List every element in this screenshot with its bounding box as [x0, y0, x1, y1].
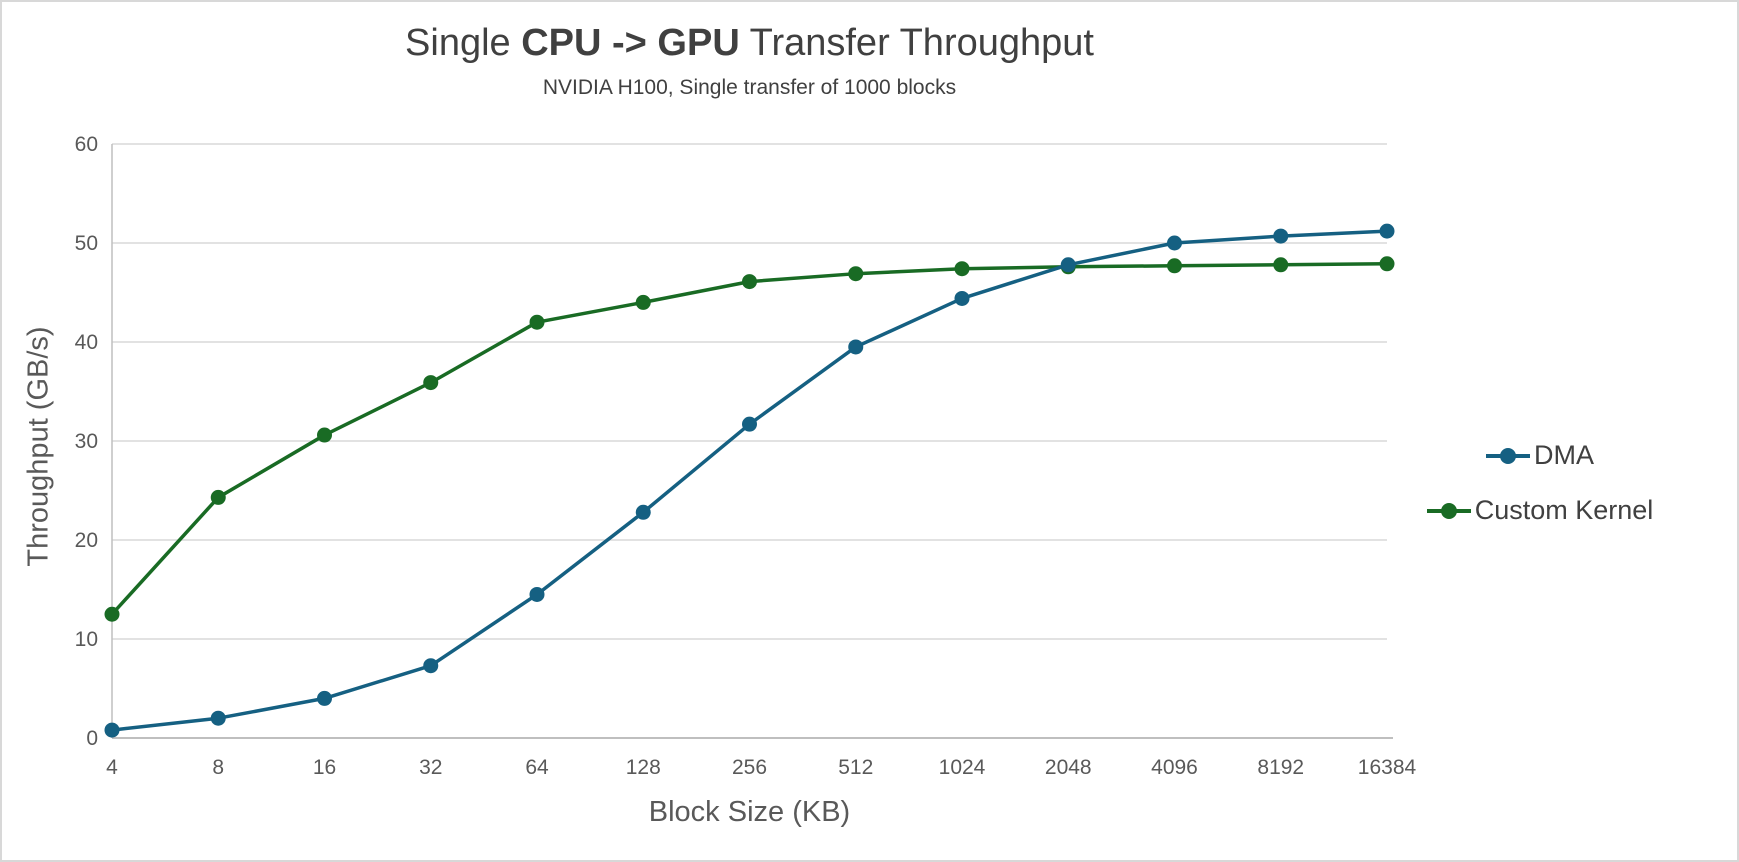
x-tick-label: 8192 [1257, 756, 1304, 779]
data-point-dma-16 [317, 690, 332, 706]
y-tick-label: 20 [75, 529, 98, 552]
x-tick-label: 4 [106, 756, 118, 779]
chart-title-prefix: Single [405, 22, 522, 64]
chart-title-emphasis: CPU -> GPU [521, 22, 740, 64]
data-point-custom-kernel-8192 [1273, 257, 1289, 273]
data-point-dma-16384 [1379, 223, 1395, 239]
x-tick-label: 8 [212, 756, 224, 779]
data-point-custom-kernel-4096 [1167, 258, 1182, 274]
data-point-dma-32 [423, 658, 439, 674]
data-point-dma-4096 [1167, 235, 1182, 251]
legend-marker-dma-icon [1486, 447, 1530, 464]
data-point-custom-kernel-4 [104, 606, 120, 622]
y-tick-label: 50 [75, 232, 98, 255]
data-point-dma-8 [210, 710, 226, 726]
x-tick-label: 512 [838, 756, 873, 779]
x-axis-title: Block Size (KB) [648, 796, 851, 828]
y-tick-label: 10 [75, 628, 98, 651]
y-tick-label: 30 [75, 430, 98, 453]
data-point-custom-kernel-32 [423, 375, 439, 391]
data-point-custom-kernel-64 [529, 314, 545, 330]
data-point-custom-kernel-512 [848, 266, 864, 282]
y-tick-label: 40 [75, 331, 98, 354]
chart-title-suffix: Transfer Throughput [739, 22, 1094, 64]
x-tick-label: 16 [313, 756, 336, 779]
data-point-dma-8192 [1273, 228, 1289, 244]
x-tick-label: 4096 [1151, 756, 1198, 779]
x-tick-label: 256 [732, 756, 767, 779]
x-tick-label: 64 [525, 756, 549, 779]
chart-subtitle: NVIDIA H100, Single transfer of 1000 blo… [542, 76, 957, 99]
x-tick-label: 1024 [939, 756, 986, 779]
data-point-custom-kernel-256 [742, 274, 757, 290]
data-point-dma-128 [635, 504, 651, 520]
legend-marker-custom-kernel-icon [1426, 502, 1471, 519]
data-point-dma-256 [742, 416, 757, 432]
data-point-dma-64 [529, 586, 545, 602]
x-tick-label: 128 [626, 756, 661, 779]
chart-title: Single CPU -> GPU Transfer Throughput [112, 22, 1387, 65]
data-point-dma-1024 [954, 290, 970, 306]
x-tick-label: 2048 [1045, 756, 1092, 779]
y-tick-label: 60 [75, 133, 98, 156]
legend-dot-custom-kernel [1440, 502, 1457, 519]
legend-label-dma: DMA [1534, 440, 1594, 470]
data-point-custom-kernel-1024 [954, 261, 970, 277]
data-point-custom-kernel-16 [317, 427, 332, 443]
x-tick-label: 16384 [1358, 756, 1417, 779]
x-tick-label: 32 [419, 756, 442, 779]
legend-dot-dma [1500, 447, 1516, 464]
data-point-custom-kernel-8 [210, 489, 226, 505]
data-point-custom-kernel-16384 [1379, 256, 1395, 272]
legend-item-dma: DMA [1486, 428, 1594, 483]
legend: DMA Custom Kernel [1382, 428, 1698, 538]
y-tick-label: 0 [86, 727, 98, 750]
data-point-dma-2048 [1060, 257, 1076, 273]
data-point-dma-512 [848, 339, 864, 355]
legend-label-custom-kernel: Custom Kernel [1474, 495, 1654, 525]
data-point-dma-4 [104, 722, 120, 738]
series-line-custom-kernel [110, 262, 1388, 616]
data-point-custom-kernel-128 [635, 294, 651, 310]
legend-item-custom-kernel: Custom Kernel [1426, 483, 1654, 538]
series-line-dma [111, 229, 1388, 732]
